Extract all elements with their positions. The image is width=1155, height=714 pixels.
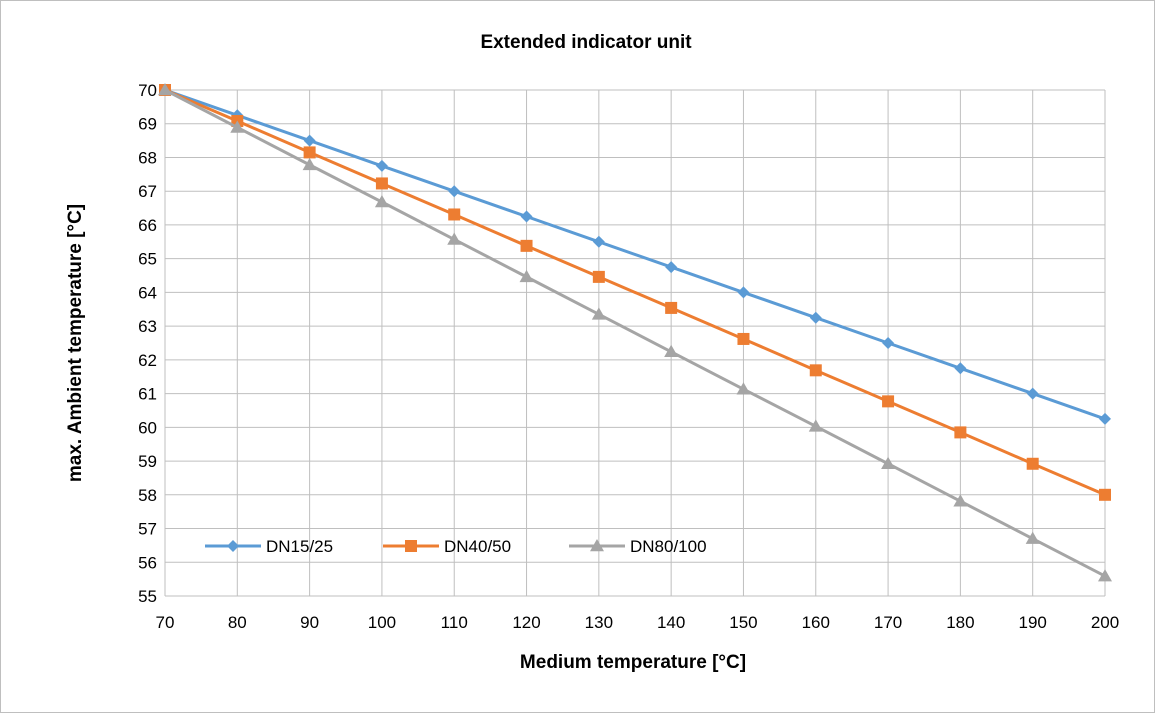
data-point	[1026, 457, 1039, 470]
data-point	[519, 269, 534, 283]
data-point	[736, 382, 751, 395]
data-point	[882, 337, 895, 349]
data-point	[520, 210, 533, 223]
x-axis-title: Medium temperature [°C]	[520, 652, 746, 673]
data-point	[808, 419, 823, 432]
series-line	[164, 88, 1106, 497]
y-tick-label: 59	[138, 452, 157, 471]
x-tick-label: 120	[512, 613, 540, 632]
data-point	[953, 494, 968, 507]
x-tick-label: 200	[1091, 613, 1119, 632]
y-tick-label: 63	[138, 317, 157, 336]
legend-item: DN80/100	[569, 537, 707, 556]
data-point	[303, 146, 316, 159]
data-point	[448, 208, 461, 221]
y-axis-title: max. Ambient temperature [°C]	[65, 204, 86, 482]
x-tick-label: 170	[874, 613, 902, 632]
series-dn40-50	[159, 84, 1111, 501]
data-point	[447, 232, 462, 245]
legend-marker	[227, 540, 239, 552]
data-point	[809, 311, 822, 324]
x-axis-ticks: 70 80 90 100 110 120 130 140 150 160 170 180 190 200	[156, 613, 1120, 632]
y-tick-label: 68	[138, 148, 157, 167]
y-tick-label: 70	[138, 81, 157, 100]
y-tick-label: 60	[138, 418, 157, 437]
legend-marker	[590, 539, 604, 552]
y-tick-label: 67	[138, 182, 157, 201]
chart-title: Extended indicator unit	[480, 32, 692, 53]
data-point	[665, 261, 678, 274]
series-dn80-100	[158, 83, 1112, 582]
x-tick-label: 80	[228, 613, 247, 632]
data-point	[591, 307, 606, 320]
x-tick-label: 180	[946, 613, 974, 632]
legend-label: DN15/25	[266, 537, 333, 556]
data-point	[882, 395, 895, 408]
legend-label: DN80/100	[630, 537, 707, 556]
data-point	[448, 185, 461, 198]
data-point	[230, 120, 245, 133]
x-tick-label: 190	[1019, 613, 1047, 632]
data-point	[1098, 569, 1112, 582]
data-point	[809, 364, 822, 377]
x-tick-label: 160	[802, 613, 830, 632]
y-tick-label: 58	[138, 486, 157, 505]
y-tick-label: 61	[138, 385, 157, 404]
y-tick-label: 55	[138, 587, 157, 606]
y-tick-label: 64	[138, 283, 157, 302]
x-tick-label: 150	[729, 613, 757, 632]
data-point	[881, 456, 896, 470]
x-tick-label: 90	[300, 613, 319, 632]
data-point	[737, 286, 750, 299]
series-layer	[158, 83, 1112, 582]
data-point	[592, 270, 605, 283]
data-point	[375, 177, 388, 190]
x-tick-label: 130	[585, 613, 613, 632]
data-point	[664, 344, 679, 358]
y-tick-label: 69	[138, 115, 157, 134]
data-point	[375, 159, 388, 172]
legend-item: DN40/50	[383, 537, 511, 556]
data-point	[1025, 531, 1040, 544]
series-dn15-25	[159, 84, 1111, 425]
y-tick-label: 66	[138, 216, 157, 235]
series-line	[164, 88, 1106, 578]
data-point	[302, 157, 317, 171]
x-tick-label: 70	[156, 613, 175, 632]
data-point	[520, 239, 533, 252]
y-axis-ticks: 55 56 57 58 59 60 61 62 63 64 65 66 67 68 69 70	[138, 81, 157, 606]
data-point	[1026, 387, 1039, 400]
series-line	[164, 88, 1106, 421]
data-point	[737, 332, 750, 345]
legend-marker	[405, 540, 417, 552]
legend: DN15/25 DN40/50 DN80/100	[205, 537, 707, 556]
data-point	[158, 83, 172, 96]
x-tick-label: 110	[441, 613, 468, 632]
legend-item: DN15/25	[205, 537, 333, 556]
data-point	[1099, 412, 1111, 425]
data-point	[1099, 488, 1111, 501]
y-tick-label: 62	[138, 351, 157, 370]
y-tick-label: 65	[138, 250, 157, 269]
data-point	[954, 426, 967, 439]
legend-label: DN40/50	[444, 537, 511, 556]
data-point	[954, 362, 967, 375]
x-tick-label: 100	[368, 613, 396, 632]
data-point	[592, 235, 605, 248]
data-point	[303, 134, 316, 147]
y-tick-label: 57	[138, 520, 157, 539]
data-point	[374, 194, 389, 208]
data-point	[665, 301, 678, 314]
y-tick-label: 56	[138, 553, 157, 572]
x-tick-label: 140	[657, 613, 685, 632]
